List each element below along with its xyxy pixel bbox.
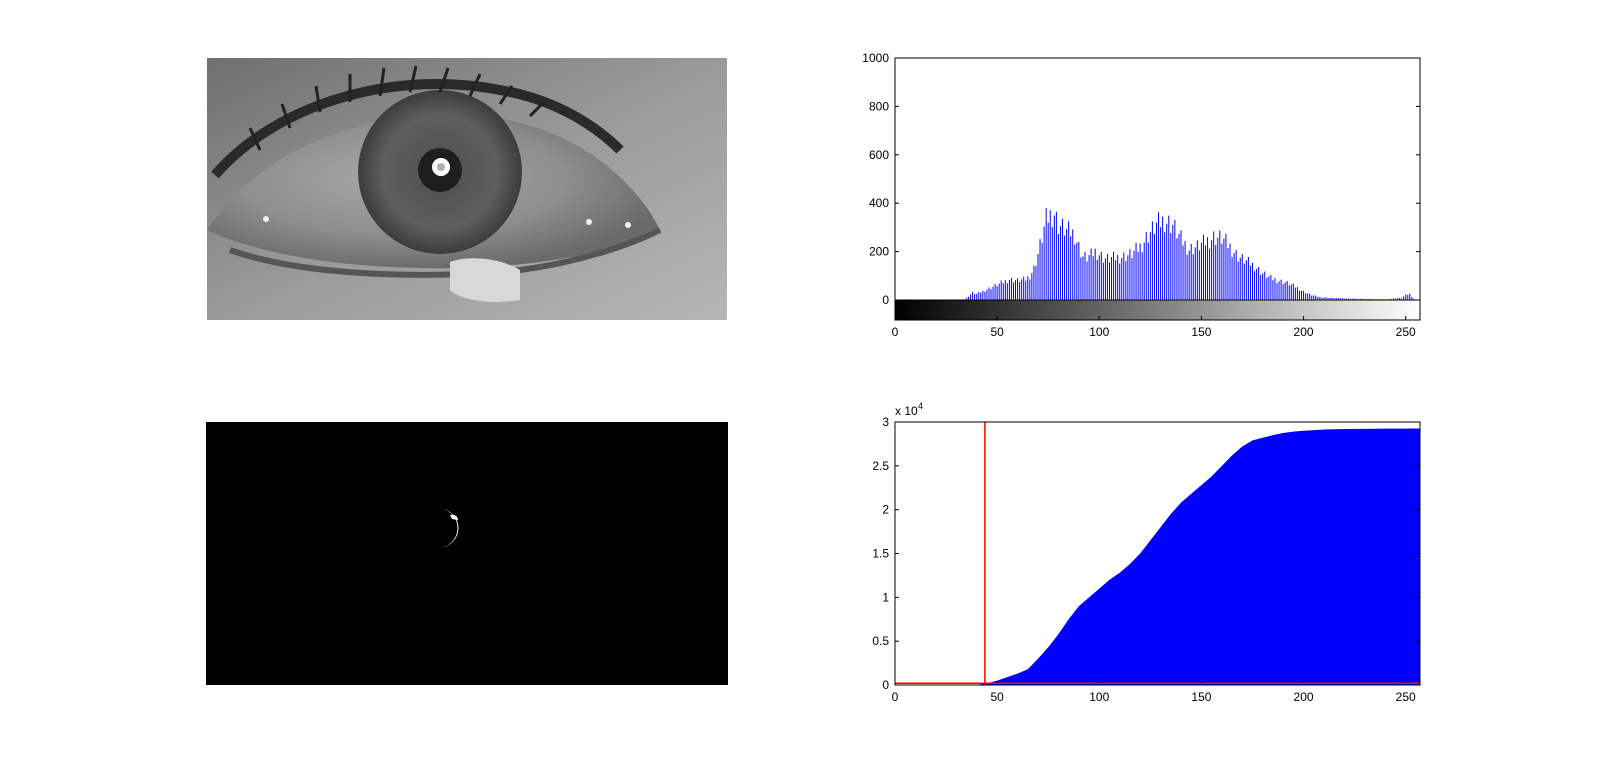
cumulative-y-tick-label: 2 [882, 503, 889, 517]
cumulative-y-tick-label: 2.5 [872, 459, 889, 473]
histogram-y-tick-label: 0 [882, 293, 889, 307]
histogram-y-tick-label: 1000 [862, 51, 889, 65]
histogram-y-tick-label: 200 [869, 245, 889, 259]
cumulative-chart: 0 0.5 1 1.5 2 2.5 3 0 50 100 150 200 250 x 10 4 [872, 401, 1421, 704]
cumulative-x-tick-label: 150 [1191, 690, 1211, 704]
cumulative-y-exponent-power: 4 [918, 401, 923, 411]
cumulative-x-tick-label: 0 [892, 690, 899, 704]
histogram-chart: 0 200 400 600 800 1000 0 50 100 150 200 250 [862, 51, 1421, 339]
histogram-colorbar [895, 300, 1420, 320]
cumulative-y-tick-label: 0 [882, 678, 889, 692]
histogram-y-tick-label: 800 [869, 99, 889, 113]
cumulative-y-ticks: 0 0.5 1 1.5 2 2.5 3 [872, 415, 1420, 692]
cumulative-x-ticks: 0 50 100 150 200 250 [892, 681, 1416, 704]
cumulative-x-tick-label: 100 [1089, 690, 1109, 704]
cumulative-x-tick-label: 50 [990, 690, 1004, 704]
mask-image [206, 422, 728, 685]
histogram-x-tick-label: 100 [1089, 325, 1109, 339]
histogram-y-tick-label: 400 [869, 196, 889, 210]
histogram-x-tick-label: 200 [1294, 325, 1314, 339]
cumulative-x-tick-label: 250 [1396, 690, 1416, 704]
histogram-bars [965, 208, 1415, 300]
cumulative-area [895, 428, 1420, 685]
histogram-y-tick-label: 600 [869, 148, 889, 162]
cumulative-y-tick-label: 3 [882, 415, 889, 429]
histogram-x-tick-label: 250 [1396, 325, 1416, 339]
histogram-x-tick-label: 0 [892, 325, 899, 339]
histogram-plot-area [894, 57, 1421, 321]
histogram-x-tick-label: 50 [990, 325, 1004, 339]
cumulative-y-tick-label: 1.5 [872, 547, 889, 561]
histogram-x-tick-label: 150 [1191, 325, 1211, 339]
cumulative-y-tick-label: 0.5 [872, 634, 889, 648]
cumulative-x-tick-label: 200 [1294, 690, 1314, 704]
cumulative-y-tick-label: 1 [882, 590, 889, 604]
cumulative-y-exponent-label: x 10 [895, 404, 918, 418]
histogram-x-ticks: 0 50 100 150 200 250 [892, 316, 1416, 339]
eye-image [207, 58, 727, 320]
